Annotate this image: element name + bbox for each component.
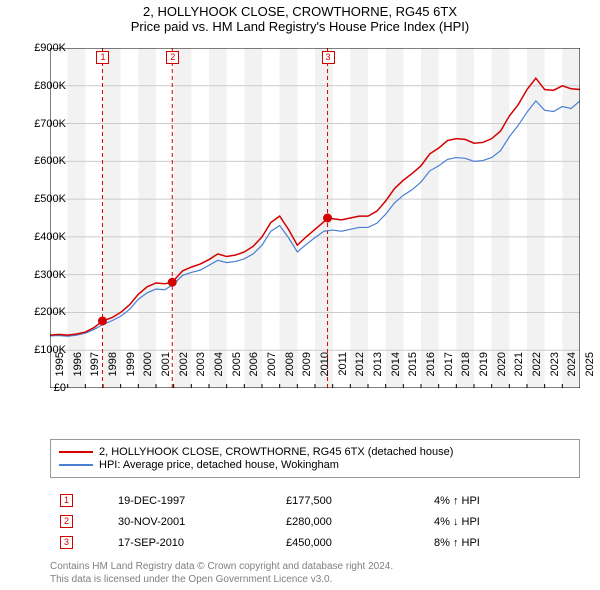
x-tick-label: 2004 bbox=[213, 352, 225, 392]
sales-row-diff: 4% ↑ HPI bbox=[426, 491, 578, 510]
x-tick-label: 1999 bbox=[125, 352, 137, 392]
y-tick-label: £200K bbox=[34, 306, 66, 318]
x-tick-label: 2021 bbox=[513, 352, 525, 392]
x-tick-label: 2008 bbox=[284, 352, 296, 392]
sale-badge: 3 bbox=[322, 51, 335, 64]
x-tick-label: 2018 bbox=[460, 352, 472, 392]
plot-area bbox=[50, 48, 580, 388]
sale-badge: 2 bbox=[166, 51, 179, 64]
legend-swatch-hpi bbox=[59, 464, 93, 466]
x-tick-label: 2022 bbox=[531, 352, 543, 392]
title-address: 2, HOLLYHOOK CLOSE, CROWTHORNE, RG45 6TX bbox=[0, 4, 600, 19]
attribution-line1: Contains HM Land Registry data © Crown c… bbox=[50, 560, 393, 573]
sales-table: 1 19-DEC-1997£177,5004% ↑ HPI 2 30-NOV-2001… bbox=[50, 489, 580, 554]
x-tick-label: 2017 bbox=[443, 352, 455, 392]
y-tick-label: £300K bbox=[34, 269, 66, 281]
sales-row-price: £280,000 bbox=[278, 512, 424, 531]
chart-container: 2, HOLLYHOOK CLOSE, CROWTHORNE, RG45 6TX… bbox=[0, 0, 600, 590]
x-tick-label: 2009 bbox=[301, 352, 313, 392]
title-subtitle: Price paid vs. HM Land Registry's House … bbox=[0, 19, 600, 34]
x-tick-label: 2013 bbox=[372, 352, 384, 392]
sales-row-badge: 1 bbox=[60, 494, 73, 507]
x-tick-label: 2019 bbox=[478, 352, 490, 392]
x-tick-label: 2000 bbox=[142, 352, 154, 392]
sales-row-price: £450,000 bbox=[278, 533, 424, 552]
sales-row: 1 19-DEC-1997£177,5004% ↑ HPI bbox=[52, 491, 578, 510]
sales-row: 2 30-NOV-2001£280,0004% ↓ HPI bbox=[52, 512, 578, 531]
x-tick-label: 2011 bbox=[337, 352, 349, 392]
y-tick-label: £800K bbox=[34, 80, 66, 92]
x-tick-label: 2023 bbox=[549, 352, 561, 392]
sale-badge: 1 bbox=[96, 51, 109, 64]
legend-swatch-price-paid bbox=[59, 451, 93, 453]
x-tick-label: 2025 bbox=[584, 352, 596, 392]
attribution-line2: This data is licensed under the Open Gov… bbox=[50, 573, 393, 586]
x-tick-label: 2001 bbox=[160, 352, 172, 392]
y-tick-label: £600K bbox=[34, 155, 66, 167]
legend-label-price-paid: 2, HOLLYHOOK CLOSE, CROWTHORNE, RG45 6TX… bbox=[99, 446, 453, 458]
x-tick-label: 2024 bbox=[566, 352, 578, 392]
x-tick-label: 2005 bbox=[231, 352, 243, 392]
x-tick-label: 2016 bbox=[425, 352, 437, 392]
x-tick-label: 1995 bbox=[54, 352, 66, 392]
sales-row-date: 17-SEP-2010 bbox=[110, 533, 276, 552]
x-tick-label: 2020 bbox=[496, 352, 508, 392]
legend-label-hpi: HPI: Average price, detached house, Woki… bbox=[99, 459, 339, 471]
sales-row-date: 30-NOV-2001 bbox=[110, 512, 276, 531]
x-tick-label: 2010 bbox=[319, 352, 331, 392]
legend: 2, HOLLYHOOK CLOSE, CROWTHORNE, RG45 6TX… bbox=[50, 439, 580, 478]
x-tick-label: 2007 bbox=[266, 352, 278, 392]
sales-row-badge: 2 bbox=[60, 515, 73, 528]
x-tick-label: 1998 bbox=[107, 352, 119, 392]
sales-row-diff: 4% ↓ HPI bbox=[426, 512, 578, 531]
sales-row-price: £177,500 bbox=[278, 491, 424, 510]
y-tick-label: £900K bbox=[34, 42, 66, 54]
x-tick-label: 2014 bbox=[390, 352, 402, 392]
x-tick-label: 2003 bbox=[195, 352, 207, 392]
legend-row-hpi: HPI: Average price, detached house, Woki… bbox=[59, 459, 571, 471]
sales-row-diff: 8% ↑ HPI bbox=[426, 533, 578, 552]
y-tick-label: £400K bbox=[34, 231, 66, 243]
x-tick-label: 2015 bbox=[407, 352, 419, 392]
x-tick-label: 2006 bbox=[248, 352, 260, 392]
x-tick-label: 1996 bbox=[72, 352, 84, 392]
x-tick-label: 2012 bbox=[354, 352, 366, 392]
legend-row-price-paid: 2, HOLLYHOOK CLOSE, CROWTHORNE, RG45 6TX… bbox=[59, 446, 571, 458]
title-block: 2, HOLLYHOOK CLOSE, CROWTHORNE, RG45 6TX… bbox=[0, 0, 600, 34]
x-tick-label: 2002 bbox=[178, 352, 190, 392]
plot-svg bbox=[50, 48, 580, 388]
sales-row: 3 17-SEP-2010£450,0008% ↑ HPI bbox=[52, 533, 578, 552]
x-tick-label: 1997 bbox=[89, 352, 101, 392]
attribution: Contains HM Land Registry data © Crown c… bbox=[50, 560, 393, 586]
y-tick-label: £700K bbox=[34, 118, 66, 130]
y-tick-label: £500K bbox=[34, 193, 66, 205]
sales-row-badge: 3 bbox=[60, 536, 73, 549]
sales-row-date: 19-DEC-1997 bbox=[110, 491, 276, 510]
